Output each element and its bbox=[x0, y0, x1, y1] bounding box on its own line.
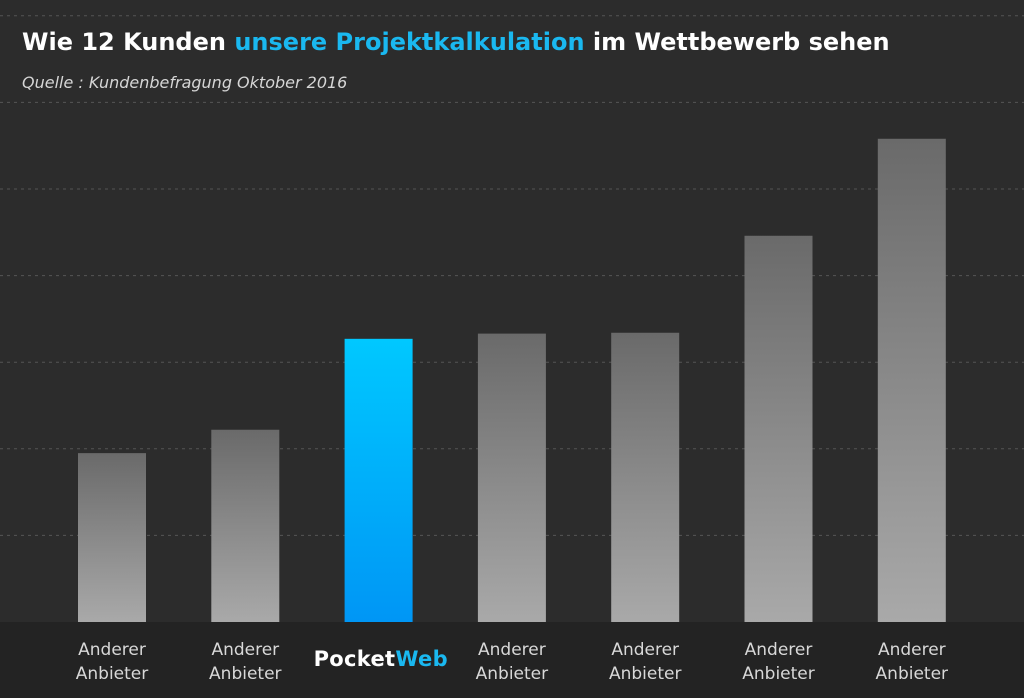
tick-label-line-2: Anbieter bbox=[608, 664, 682, 684]
tick-label: Anderer Anbieter bbox=[447, 638, 577, 686]
bar-anderer-anbieter bbox=[211, 429, 280, 622]
tick-label: Anderer Anbieter bbox=[714, 638, 844, 686]
logo-text: Pocket bbox=[313, 647, 396, 671]
tick-label: Anderer Anbieter bbox=[847, 638, 977, 686]
tick-label: Anderer Anbieter bbox=[47, 638, 177, 686]
tick-label-line-1: Anderer bbox=[611, 640, 680, 660]
bars bbox=[78, 138, 946, 622]
x-axis-band bbox=[0, 622, 1024, 698]
bar-anderer-anbieter bbox=[477, 333, 546, 622]
tick-label-line-2: Anbieter bbox=[742, 664, 815, 684]
chart-subtitle: Quelle : Kundenbefragung Oktober 2016 bbox=[22, 73, 348, 92]
bar-pocketweb bbox=[344, 338, 413, 622]
tick-label: Anderer Anbieter bbox=[180, 638, 310, 686]
tick-label-line-1: Anderer bbox=[478, 640, 546, 660]
bar-anderer-anbieter bbox=[78, 453, 146, 622]
tick-label-pocketweb-logo: PocketWeb bbox=[313, 647, 448, 671]
tick-label-line-2: Anbieter bbox=[75, 664, 149, 684]
tick-label-line-1: Anderer bbox=[744, 640, 813, 660]
logo-accent: Web bbox=[395, 647, 448, 671]
tick-label-line-1: Anderer bbox=[211, 640, 280, 660]
title-highlight: unsere Projektkalkulation bbox=[234, 28, 585, 56]
tick-label-line-2: Anbieter bbox=[475, 664, 549, 684]
title-part-1: Wie 12 Kunden bbox=[22, 28, 235, 56]
title-part-2: im Wettbewerb sehen bbox=[584, 28, 890, 56]
tick-label-line-2: Anbieter bbox=[875, 664, 949, 684]
chart-title: Wie 12 Kunden unsere Projektkalkulation … bbox=[22, 28, 890, 56]
bar-anderer-anbieter bbox=[744, 235, 813, 622]
tick-label-line-1: Anderer bbox=[78, 640, 146, 660]
tick-label-line-2: Anbieter bbox=[209, 664, 282, 684]
bar-anderer-anbieter bbox=[611, 332, 680, 622]
tick-label-line-1: Anderer bbox=[877, 640, 946, 660]
tick-label: Anderer Anbieter bbox=[580, 638, 710, 686]
bar-anderer-anbieter bbox=[877, 138, 946, 622]
